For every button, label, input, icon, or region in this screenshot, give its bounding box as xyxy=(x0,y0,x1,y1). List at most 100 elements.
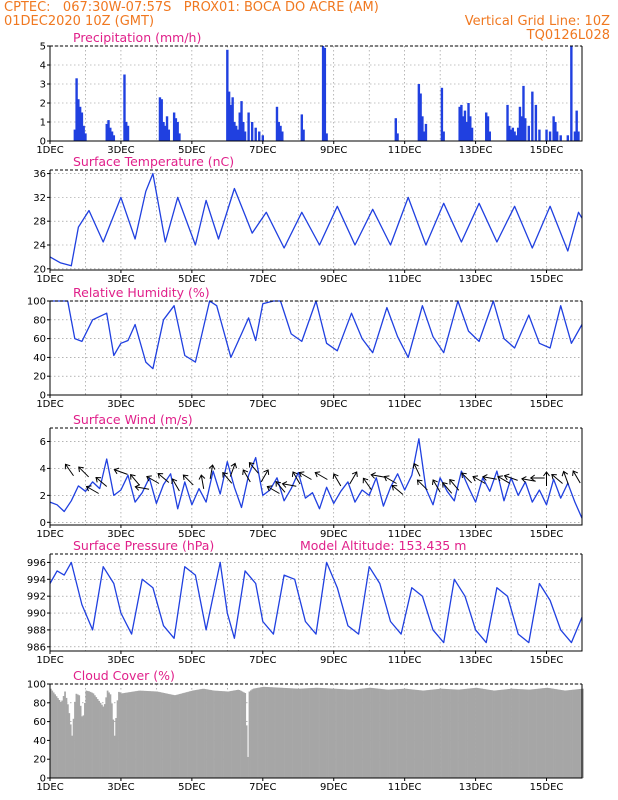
cloud-cover-bar xyxy=(502,689,505,778)
precip-bar xyxy=(236,129,240,141)
y-tick-label: 20 xyxy=(33,264,46,275)
precip-bar xyxy=(419,93,422,141)
precip-bar xyxy=(178,133,181,141)
cloud-cover-bar xyxy=(284,687,286,778)
cloud-cover-bar xyxy=(498,690,501,778)
cloud-cover-bar xyxy=(301,688,303,778)
cloud-cover-bar xyxy=(417,690,420,778)
wind-title: Surface Wind (m/s) xyxy=(73,412,193,427)
precip-bar xyxy=(261,135,264,141)
cloud-cover-bar xyxy=(576,689,579,778)
cloud-cover-bar xyxy=(563,690,566,778)
cloud-cover-bar xyxy=(106,690,109,778)
panel-frame xyxy=(49,301,583,396)
cloud-cover-bar xyxy=(146,690,149,778)
cloud-cover-bar xyxy=(431,689,434,778)
precip-bar xyxy=(485,112,488,141)
cloud-cover-bar xyxy=(306,688,309,778)
precip-bar xyxy=(165,116,169,141)
y-tick-label: 1 xyxy=(40,118,46,129)
cloud-cover-bar xyxy=(457,689,459,778)
cloud-cover-bar xyxy=(390,689,393,778)
precip-bar xyxy=(545,129,548,141)
cloud-cover-bar xyxy=(580,688,583,778)
cloud-cover-bar xyxy=(208,689,211,778)
cloud-cover-bar xyxy=(471,688,474,778)
cloud-cover-bar xyxy=(464,688,466,778)
cloud-cover-bar xyxy=(250,690,252,778)
wind-series-line xyxy=(49,438,583,519)
x-tick-label: 11DEC xyxy=(388,529,422,540)
precip-bar xyxy=(538,129,541,141)
wind-direction-arrow xyxy=(198,474,206,489)
y-tick-label: 6 xyxy=(40,437,46,448)
cloud-cover-bar xyxy=(264,686,266,778)
cloud-cover-bar xyxy=(153,691,156,778)
cloud-cover-bar xyxy=(254,688,257,778)
cloud-cover-bar xyxy=(467,688,469,778)
cloud-cover-bar xyxy=(54,694,56,778)
cloud-cover-bar xyxy=(267,687,269,778)
cloud-cover-bar xyxy=(501,689,503,778)
cloud-cover-bar xyxy=(530,689,533,778)
x-tick-label: 13DEC xyxy=(459,655,493,666)
cloud-cover-bar xyxy=(506,689,509,778)
cloud-cover-bar xyxy=(312,687,315,778)
cloud-cover-bar xyxy=(450,689,452,778)
x-tick-label: 1DEC xyxy=(36,274,63,285)
wind-direction-arrow xyxy=(146,475,160,484)
cloud-cover-bar xyxy=(352,689,354,778)
cloud-cover-bar xyxy=(271,687,274,778)
y-tick-label: 0 xyxy=(40,391,46,402)
cloud-cover-bar xyxy=(491,690,493,778)
precip-bar xyxy=(242,122,245,141)
cloud-cover-bar xyxy=(275,687,278,778)
panel-frame xyxy=(49,684,583,779)
precip-bar xyxy=(518,106,522,141)
x-tick-label: 11DEC xyxy=(388,145,422,156)
cloud-cover-bar xyxy=(81,716,83,778)
cloud-cover-bar xyxy=(201,688,204,778)
x-tick-label: 1DEC xyxy=(36,782,63,793)
cloud-cover-bar xyxy=(92,693,95,778)
cloud-cover-bar xyxy=(430,689,432,778)
cloud-cover-bar xyxy=(276,687,279,778)
cloud-cover-bar xyxy=(494,690,496,778)
cloud-cover-bar xyxy=(505,689,508,778)
cloud-cover-bar xyxy=(170,694,173,778)
cloud-cover-bar xyxy=(198,689,201,778)
precip-bar xyxy=(511,127,515,141)
x-tick-label: 3DEC xyxy=(107,399,134,410)
cloud-cover-bar xyxy=(499,689,502,778)
wind-direction-arrow xyxy=(157,472,170,483)
wind-direction-arrow xyxy=(572,470,581,484)
x-tick-label: 3DEC xyxy=(107,145,134,156)
cloud-cover-bar xyxy=(428,689,431,778)
cloud-cover-bar xyxy=(347,689,350,778)
cloud-cover-bar xyxy=(177,694,180,778)
wind-direction-arrow xyxy=(472,475,486,484)
cloud-cover-bar xyxy=(231,690,234,778)
cloud-cover-bar xyxy=(166,693,169,778)
precip-bar xyxy=(548,131,552,141)
cloud-cover-bar xyxy=(373,688,376,778)
cloud-cover-bar xyxy=(383,689,386,778)
precip-bar xyxy=(575,110,578,141)
precip-bar xyxy=(243,131,247,141)
cloud-cover-bar xyxy=(559,689,562,778)
cloud-cover-bar xyxy=(343,689,346,778)
cloud-cover-bar xyxy=(516,689,519,778)
y-tick-label: 36 xyxy=(33,169,46,180)
cloud-cover-bar xyxy=(366,688,369,778)
precip-bar xyxy=(460,104,463,141)
wind-direction-arrow xyxy=(248,461,259,474)
precip-bar xyxy=(458,106,461,141)
cloud-cover-bar xyxy=(329,688,332,778)
cloud-cover-bar xyxy=(278,687,281,778)
wind-direction-arrow xyxy=(275,480,286,493)
cloud-cover-bar xyxy=(109,694,112,778)
wind-direction-arrow xyxy=(208,464,216,479)
cloud-cover-bar xyxy=(394,689,397,778)
cloud-cover-bar xyxy=(126,692,129,778)
cloud-cover-bar xyxy=(309,688,312,778)
